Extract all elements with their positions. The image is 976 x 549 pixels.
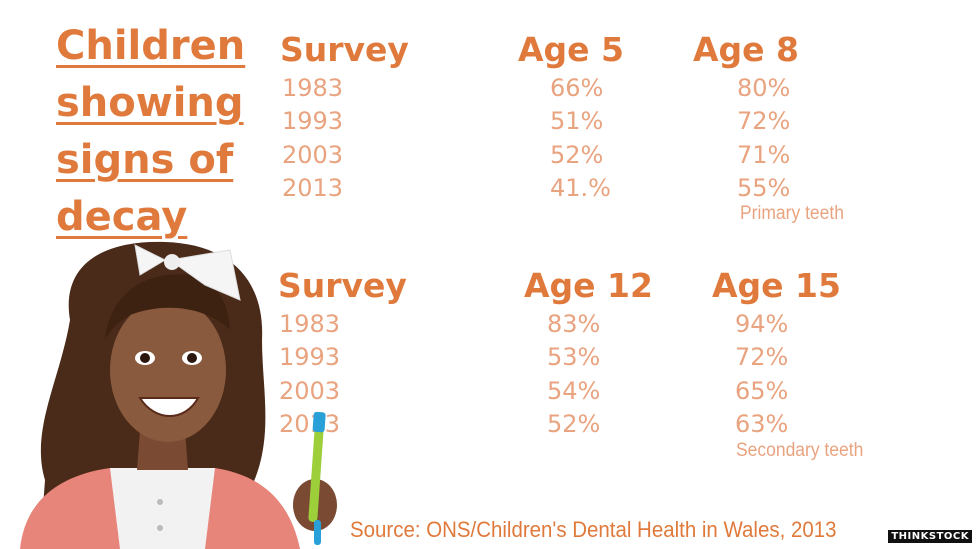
table-cell: 2003 [279,377,341,405]
table-cell: 52% [547,410,601,438]
title-line: decay [56,194,188,240]
table-cell: 52% [550,141,604,169]
table-cell: 55% [737,174,791,202]
table-cell: 51% [550,107,604,135]
table-cell: 72% [737,107,791,135]
column-header-survey: Survey [280,30,409,69]
table-cell: 53% [547,343,601,371]
table-cell: 1993 [282,107,344,135]
table-cell: 83% [547,310,601,338]
table-cell: 2013 [279,410,341,438]
table-cell: 94% [735,310,789,338]
title-line: signs of [56,137,234,183]
table-cell: 66% [550,74,604,102]
table-cell: 63% [735,410,789,438]
source-caption: Source: ONS/Children's Dental Health in … [350,517,837,542]
table-cell: 80% [737,74,791,102]
column-header-survey: Survey [278,266,407,305]
page-title: Children showing signs of decay [56,18,256,246]
table-note: Secondary teeth [736,440,864,461]
table-cell: 71% [737,141,791,169]
table-cell: 1983 [282,74,344,102]
title-line: showing [56,80,244,126]
table-cell: 1993 [279,343,341,371]
table-cell: 65% [735,377,789,405]
column-header-age8: Age 8 [693,30,799,69]
table-cell: 72% [735,343,789,371]
table-cell: 2003 [282,141,344,169]
table-cell: 2013 [282,174,344,202]
table-cell: 1983 [279,310,341,338]
column-header-age5: Age 5 [518,30,624,69]
image-credit: THINKSTOCK [888,530,972,543]
table-cell: 41.% [550,174,611,202]
table-note: Primary teeth [740,203,844,224]
girl-with-toothbrush-image [20,241,337,549]
title-line: Children [56,23,246,69]
table-cell: 54% [547,377,601,405]
column-header-age15: Age 15 [712,266,841,305]
column-header-age12: Age 12 [524,266,653,305]
